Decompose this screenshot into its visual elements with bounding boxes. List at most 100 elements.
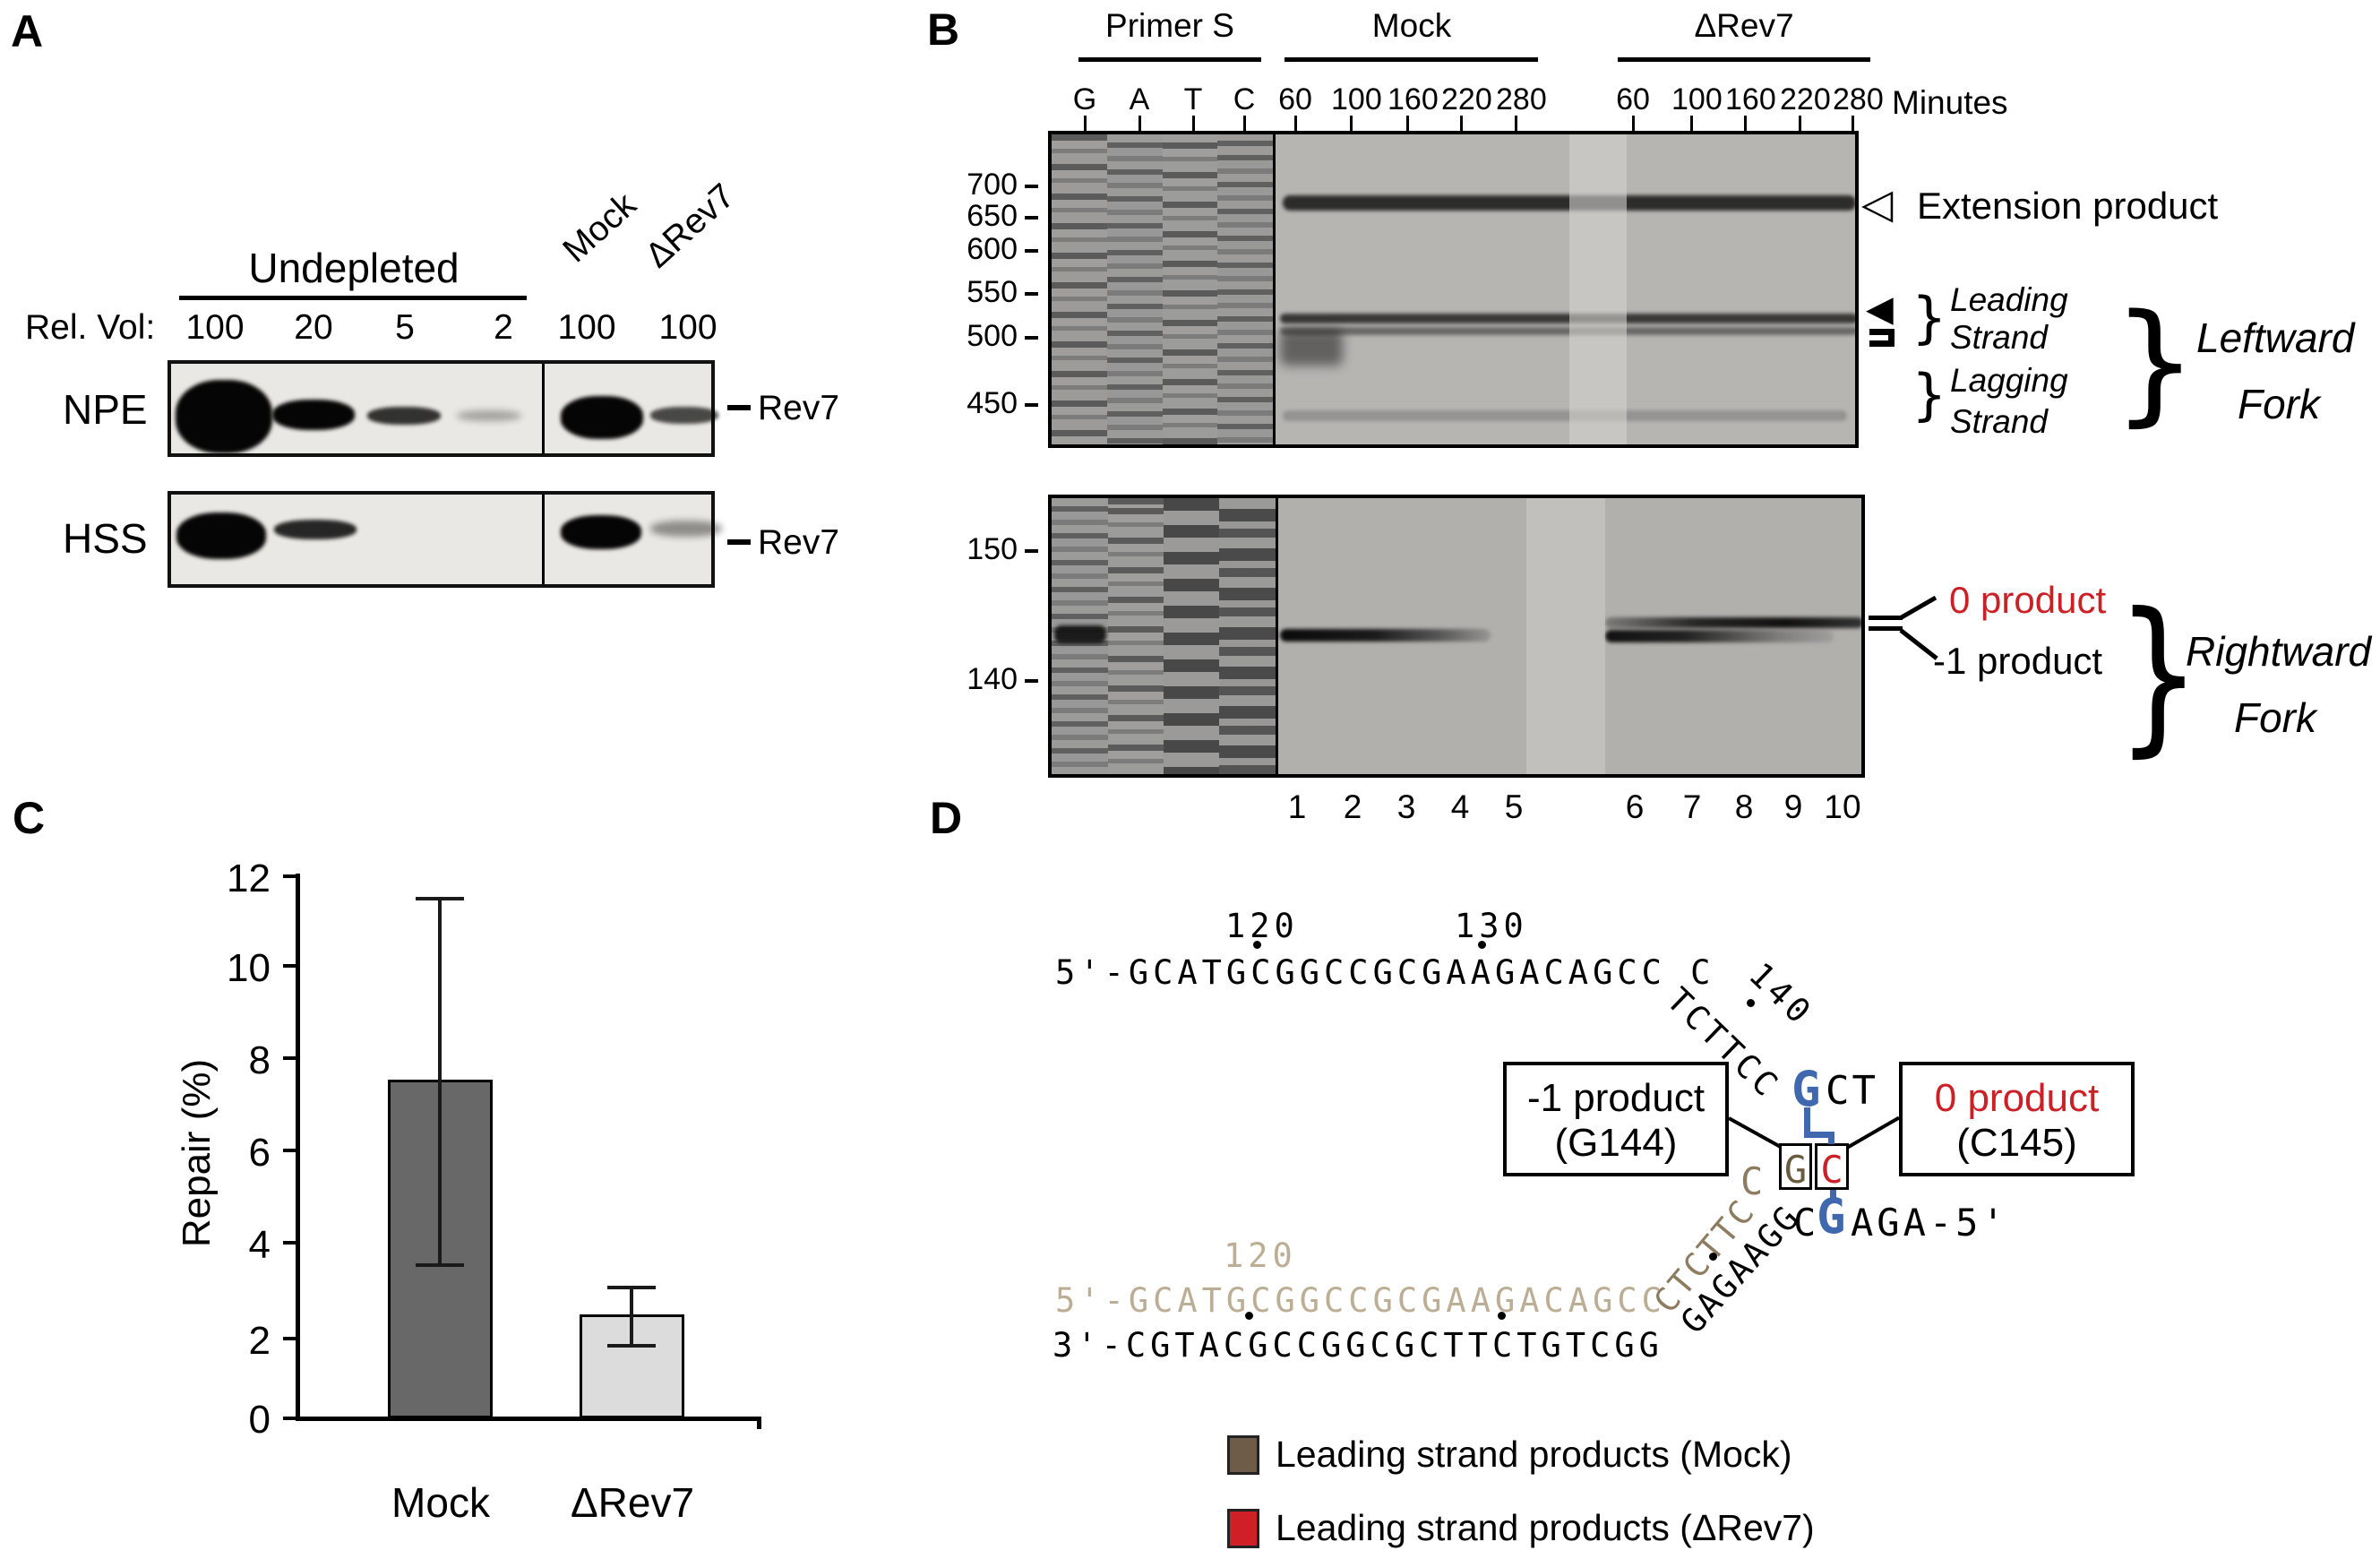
y-tick-label: 8 — [248, 1038, 271, 1082]
sequencing-lane-G — [1052, 134, 1107, 444]
blue-connector-v2 — [1828, 1132, 1834, 1144]
zero-product-label: 0 product — [1949, 579, 2107, 621]
panel-c-label: C — [13, 793, 46, 843]
error-bar-mock — [438, 899, 442, 1264]
sequencing-lane-C — [1219, 498, 1276, 774]
blot-band — [561, 396, 643, 439]
x-category-label: ΔRev7 — [570, 1479, 695, 1526]
leading-strand-label-2: Strand — [1950, 319, 2049, 356]
top-template-sequence: 5'-GCATGCGGCCGCGAAGACAGCC C — [1055, 953, 1715, 992]
position-120-label: 120 — [1225, 907, 1299, 945]
panel-a-label: A — [11, 6, 44, 56]
rel-vol-value: 2 — [494, 308, 513, 347]
time-label: 220 — [1441, 82, 1492, 116]
lane-number: 6 — [1625, 788, 1645, 825]
lagging-strand-band — [1283, 410, 1847, 421]
lane-tick — [1084, 116, 1087, 131]
position-130-dot — [1478, 941, 1486, 949]
position-130-label: 130 — [1455, 907, 1528, 945]
y-tick — [283, 1056, 296, 1060]
size-marker: 450 — [967, 386, 1018, 420]
legend-label-drev7: Leading strand products (ΔRev7) — [1276, 1507, 1815, 1548]
bottom-strand-sequence: 3'-CGTACGCCGGCGCTTCTGTCGG — [1053, 1326, 1663, 1365]
drev7-column-label: ΔRev7 — [638, 176, 743, 276]
legend-swatch-mock — [1227, 1435, 1259, 1475]
blot-band — [650, 521, 722, 537]
error-cap — [416, 897, 464, 900]
mock-header: Mock — [1371, 7, 1452, 44]
filled-triangle-icon: ◀ — [1866, 289, 1894, 329]
y-tick-label: 12 — [227, 857, 271, 900]
x-axis — [296, 1417, 761, 1421]
size-marker: 150 — [967, 532, 1018, 566]
y-tick-label: 6 — [248, 1131, 271, 1175]
zero-box-connector — [1846, 1115, 1901, 1150]
lane-number: 7 — [1682, 788, 1702, 825]
size-marker-dash — [1025, 549, 1038, 553]
lane-tick — [1799, 116, 1801, 131]
size-marker: 700 — [967, 168, 1018, 202]
drev7-underline — [1618, 57, 1870, 62]
sequencing-lane-C — [1217, 134, 1273, 444]
sequencing-lane-T — [1164, 498, 1219, 774]
nascent-140-dot — [1709, 1253, 1717, 1261]
rightward-fork-brace: } — [2116, 578, 2202, 773]
fork-branch-up — [1899, 595, 1938, 620]
lane-tick — [1138, 116, 1141, 131]
size-marker-dash — [1025, 292, 1038, 296]
extension-product-label: Extension product — [1917, 185, 2219, 227]
sequencing-lane-A — [1108, 498, 1164, 774]
zero-box-text-2: (C145) — [1956, 1121, 2077, 1165]
lagging-brace: } — [1912, 362, 1947, 427]
seq-lane-label: T — [1183, 82, 1203, 116]
lane-tick — [1192, 116, 1195, 131]
npe-blot — [168, 360, 718, 457]
size-marker-dash — [1025, 249, 1038, 253]
blot-band — [650, 407, 718, 424]
y-tick — [283, 1149, 296, 1152]
y-tick — [283, 964, 296, 968]
rev7-dash — [727, 405, 751, 410]
rel-vol-value: 100 — [185, 308, 245, 347]
bottom-130-dot — [1498, 1312, 1506, 1320]
legend-swatch-drev7 — [1227, 1509, 1259, 1548]
rightward-fork-label-1: Rightward — [2186, 628, 2372, 675]
gel-blob — [1280, 330, 1343, 366]
lane-number: 4 — [1450, 788, 1470, 825]
lane-tick — [1744, 116, 1747, 131]
hss-row-label: HSS — [63, 515, 148, 562]
seq-lane-label: C — [1233, 82, 1256, 116]
lagging-strand-label-1: Lagging — [1950, 362, 2068, 399]
size-marker: 600 — [967, 232, 1018, 266]
rel-vol-value: 20 — [294, 308, 333, 347]
seq-lane-label: G — [1072, 82, 1097, 116]
lane-tick — [1294, 116, 1297, 131]
lane-number: 1 — [1287, 788, 1307, 825]
rev7-band-label: Rev7 — [758, 523, 840, 562]
time-label: 100 — [1331, 82, 1382, 116]
lane-tick — [1350, 116, 1353, 131]
bottom-template-g-blue: G — [1817, 1188, 1846, 1245]
rel-vol-value: 100 — [658, 308, 717, 347]
gel-light-strip — [1569, 134, 1627, 444]
panel-b-label: B — [927, 4, 960, 55]
blot-band — [274, 520, 357, 539]
leading-strand-label-1: Leading — [1950, 281, 2068, 318]
gel-light-strip — [1526, 498, 1605, 774]
size-marker-dash — [1025, 216, 1038, 220]
rightward-fork-label-2: Fork — [2234, 694, 2316, 741]
lane-tick — [1243, 116, 1246, 131]
minus1-band-lanes6-10 — [1605, 630, 1834, 642]
legend-label-mock: Leading strand products (Mock) — [1276, 1434, 1792, 1475]
rev7-band-label: Rev7 — [758, 389, 840, 427]
minus1-product-label: -1 product — [1933, 640, 2103, 682]
sequencing-lane-T — [1163, 134, 1217, 444]
lane-tick — [1852, 116, 1854, 131]
blue-connector-v1 — [1804, 1107, 1810, 1138]
g144-letter: G — [1783, 1148, 1808, 1192]
seq-lane-label: A — [1129, 82, 1150, 116]
bottom-pre-c: C — [1793, 1201, 1817, 1245]
minus1-box-text-1: -1 product — [1526, 1076, 1706, 1120]
leftward-fork-label-2: Fork — [2238, 381, 2320, 427]
